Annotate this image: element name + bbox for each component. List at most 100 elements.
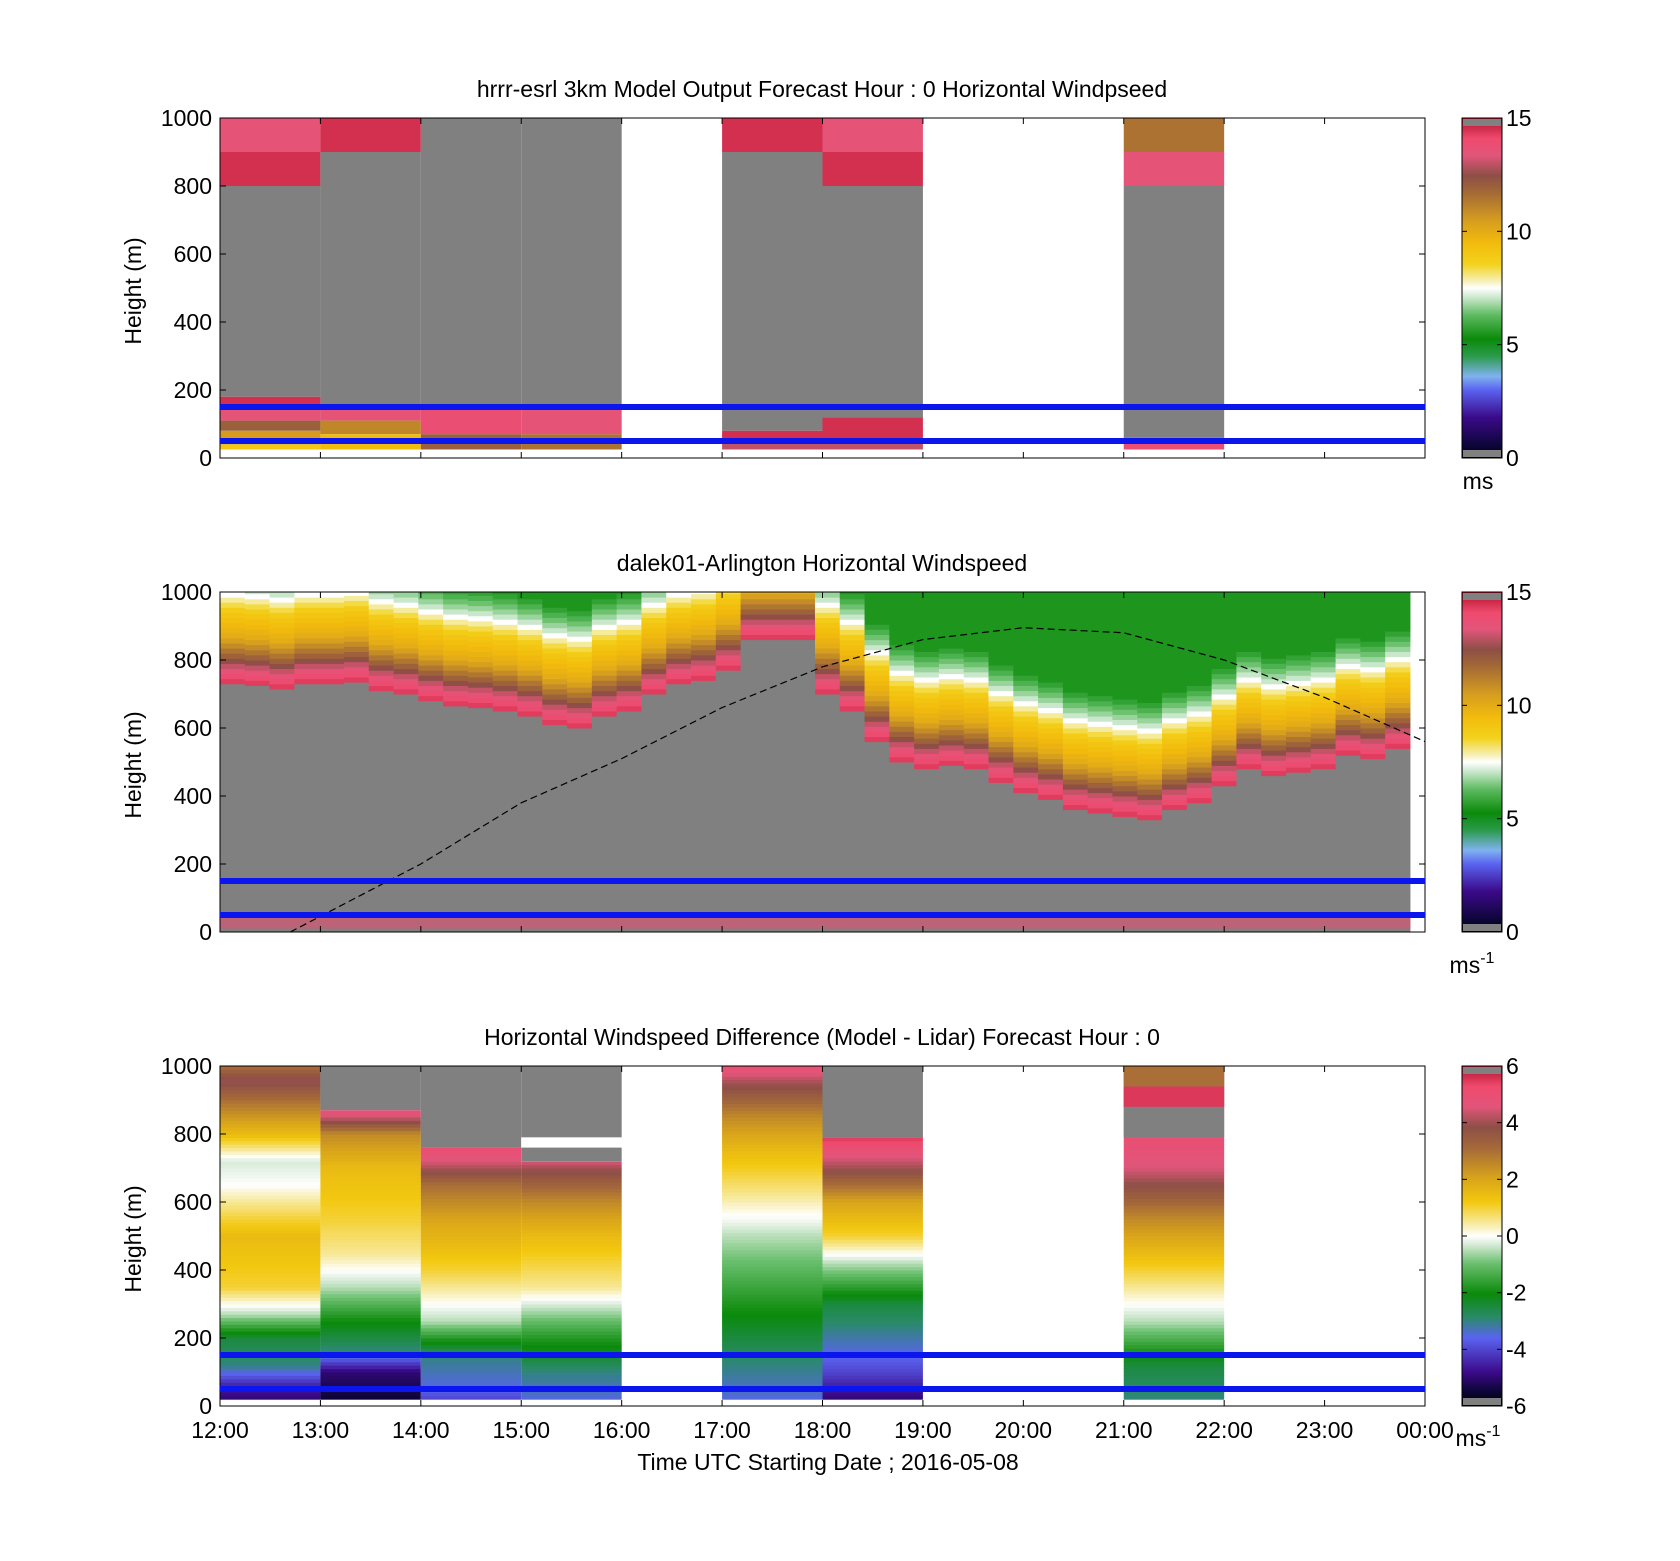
heatmap-cell bbox=[889, 731, 915, 737]
heatmap-cell bbox=[420, 1185, 522, 1189]
heatmap-cell bbox=[1211, 729, 1237, 736]
heatmap-cell bbox=[1062, 717, 1089, 724]
heatmap-cell bbox=[1123, 1324, 1225, 1329]
heatmap-cell bbox=[521, 1290, 622, 1295]
heatmap-cell bbox=[722, 1293, 823, 1298]
heatmap-cell bbox=[1123, 1154, 1225, 1159]
heatmap-cell bbox=[1186, 787, 1213, 794]
heatmap-cell bbox=[988, 670, 1014, 676]
heatmap-cell bbox=[1123, 1164, 1225, 1169]
heatmap-cell bbox=[988, 603, 1014, 610]
heatmap-cell bbox=[822, 1368, 923, 1373]
heatmap-cell bbox=[443, 690, 469, 697]
heatmap-cell bbox=[1236, 600, 1262, 607]
heatmap-cell bbox=[1062, 768, 1089, 775]
heatmap-cell bbox=[1062, 697, 1089, 703]
heatmap-cell bbox=[864, 705, 890, 712]
heatmap-cell bbox=[1211, 765, 1237, 771]
heatmap-cell bbox=[691, 603, 717, 610]
heatmap-cell bbox=[1123, 1219, 1225, 1223]
heatmap-cell bbox=[988, 705, 1014, 712]
heatmap-cell bbox=[492, 634, 518, 641]
heatmap-cell bbox=[889, 695, 915, 702]
heatmap-cell bbox=[1112, 750, 1138, 756]
heatmap-cell bbox=[722, 1338, 823, 1342]
heatmap-cell bbox=[715, 665, 742, 671]
heatmap-cell bbox=[1013, 619, 1039, 625]
heatmap-cell bbox=[1123, 1304, 1225, 1308]
heatmap-cell bbox=[269, 627, 295, 634]
heatmap-cell bbox=[320, 1290, 421, 1295]
heatmap-cell bbox=[1360, 717, 1386, 724]
heatmap-cell bbox=[443, 644, 469, 651]
panel-lidar: dalek01-Arlington Horizontal Windspeed H… bbox=[120, 550, 1532, 978]
heatmap-cell bbox=[1186, 762, 1213, 768]
heatmap-cell bbox=[1013, 609, 1039, 615]
heatmap-cell bbox=[443, 700, 469, 707]
heatmap-cell bbox=[443, 624, 469, 630]
heatmap-cell bbox=[864, 593, 890, 600]
heatmap-cell bbox=[420, 1276, 522, 1281]
heatmap-cell bbox=[320, 1171, 421, 1176]
heatmap-cell bbox=[765, 624, 791, 630]
heatmap-cell bbox=[320, 1123, 421, 1128]
heatmap-cell bbox=[1087, 700, 1113, 707]
heatmap-cell bbox=[822, 441, 923, 450]
heatmap-cell bbox=[963, 631, 990, 637]
heatmap-cell bbox=[1038, 687, 1064, 693]
heatmap-cell bbox=[722, 1147, 823, 1152]
heatmap-cell bbox=[1112, 709, 1138, 715]
heatmap-cell bbox=[320, 1144, 421, 1149]
heatmap-cell bbox=[988, 675, 1014, 681]
heatmap-cell bbox=[914, 712, 940, 719]
heatmap-cell bbox=[1360, 697, 1386, 703]
heatmap-cell bbox=[1236, 677, 1262, 683]
heatmap-cell bbox=[914, 707, 940, 714]
heatmap-cell bbox=[393, 673, 419, 680]
heatmap-cell bbox=[1236, 748, 1262, 754]
heatmap-cell bbox=[294, 597, 320, 603]
heatmap-cell bbox=[1137, 799, 1163, 805]
heatmap-cell bbox=[420, 1304, 522, 1308]
heatmap-cell bbox=[220, 1168, 321, 1172]
heatmap-cell bbox=[616, 644, 642, 651]
heatmap-cell bbox=[938, 612, 965, 618]
heatmap-cell bbox=[963, 610, 990, 617]
heatmap-cell bbox=[418, 593, 444, 600]
heatmap-cell bbox=[1236, 605, 1262, 612]
heatmap-cell bbox=[1038, 666, 1064, 673]
heatmap-cell bbox=[1137, 722, 1163, 729]
heatmap-cell bbox=[320, 1270, 421, 1274]
panel-difference-xticks: 12:00 13:00 14:00 15:00 16:00 17:00 18:00 19:00… bbox=[191, 1066, 1454, 1443]
heatmap-cell bbox=[616, 705, 642, 712]
heatmap-cell bbox=[1186, 624, 1213, 630]
heatmap-cell bbox=[1162, 646, 1188, 652]
heatmap-cell bbox=[666, 617, 692, 624]
heatmap-cell bbox=[1162, 651, 1188, 658]
y-tick-label: 400 bbox=[174, 783, 212, 809]
heatmap-cell bbox=[1335, 643, 1361, 649]
heatmap-cell bbox=[1112, 780, 1138, 787]
heatmap-cell bbox=[521, 1147, 622, 1162]
heatmap-cell bbox=[1123, 1239, 1225, 1244]
heatmap-cell bbox=[220, 407, 321, 421]
heatmap-cell bbox=[1062, 809, 1089, 932]
heatmap-cell bbox=[938, 729, 965, 736]
heatmap-cell bbox=[521, 1242, 622, 1247]
heatmap-cell bbox=[521, 1304, 622, 1308]
heatmap-cell bbox=[822, 1151, 923, 1155]
heatmap-cell bbox=[420, 1178, 522, 1183]
heatmap-cell bbox=[1285, 624, 1312, 630]
heatmap-cell bbox=[963, 600, 990, 607]
heatmap-cell bbox=[1385, 671, 1411, 678]
heatmap-cell bbox=[420, 1368, 522, 1373]
heatmap-cell bbox=[1123, 1331, 1225, 1336]
heatmap-cell bbox=[1013, 711, 1039, 717]
heatmap-cell bbox=[963, 620, 990, 627]
heatmap-cell bbox=[1162, 671, 1188, 678]
heatmap-cell bbox=[963, 615, 990, 622]
heatmap-cell bbox=[1211, 607, 1237, 613]
heatmap-cell bbox=[722, 1137, 823, 1142]
colorbar-tick-label: 5 bbox=[1506, 806, 1519, 832]
heatmap-cell bbox=[822, 1236, 923, 1240]
